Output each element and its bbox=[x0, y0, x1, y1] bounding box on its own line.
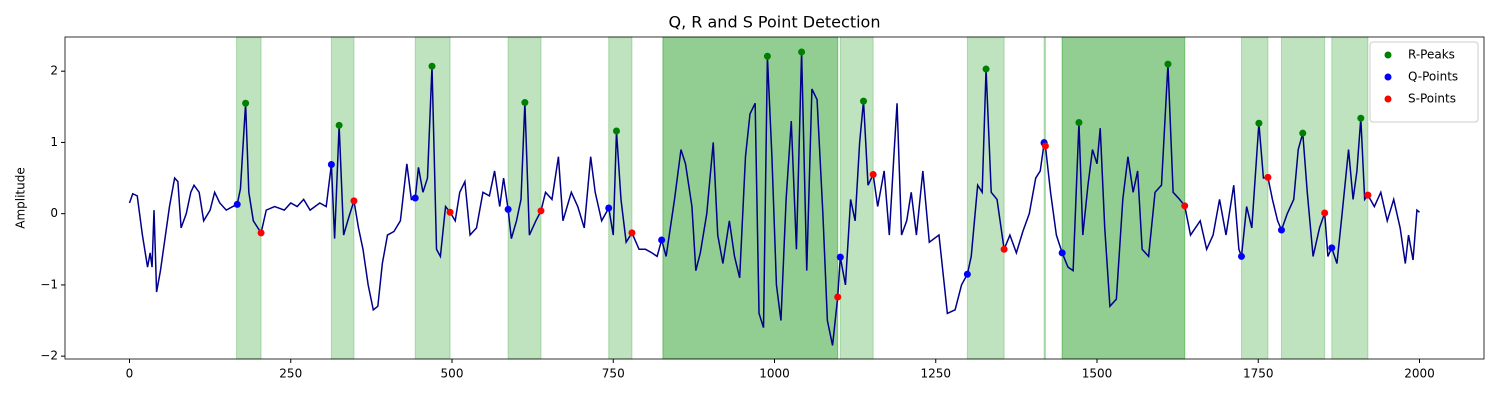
point bbox=[1181, 202, 1189, 210]
point bbox=[1075, 118, 1083, 126]
x-tick-label: 500 bbox=[441, 367, 464, 381]
highlight-span bbox=[1331, 36, 1369, 360]
legend-label: Q-Points bbox=[1408, 70, 1458, 84]
highlight-span bbox=[507, 36, 542, 360]
legend-box bbox=[1369, 41, 1479, 123]
point bbox=[446, 208, 454, 216]
point bbox=[257, 229, 265, 237]
point bbox=[1164, 60, 1172, 68]
point bbox=[537, 207, 545, 215]
point bbox=[1321, 209, 1329, 217]
x-tick-label: 250 bbox=[279, 367, 302, 381]
legend-marker bbox=[1384, 73, 1392, 81]
point bbox=[504, 205, 512, 213]
highlight-span bbox=[236, 36, 262, 360]
highlight-span bbox=[662, 36, 839, 360]
legend-marker bbox=[1384, 51, 1392, 59]
point bbox=[1328, 244, 1336, 252]
point bbox=[836, 253, 844, 261]
point bbox=[1264, 173, 1272, 181]
highlight-span bbox=[1280, 36, 1326, 360]
point bbox=[612, 127, 620, 135]
point bbox=[327, 161, 335, 169]
legend-label: R-Peaks bbox=[1408, 48, 1455, 62]
point bbox=[628, 229, 636, 237]
point bbox=[763, 52, 771, 60]
point bbox=[1277, 226, 1285, 234]
point bbox=[1299, 129, 1307, 137]
legend-marker bbox=[1384, 95, 1392, 103]
point bbox=[834, 293, 842, 301]
point bbox=[982, 65, 990, 73]
point bbox=[869, 170, 877, 178]
x-tick-label: 1250 bbox=[920, 367, 951, 381]
point bbox=[1000, 245, 1008, 253]
highlight-span bbox=[1043, 36, 1046, 360]
y-tick-label: 1 bbox=[50, 135, 58, 149]
x-tick-label: 1750 bbox=[1243, 367, 1274, 381]
x-tick-label: 750 bbox=[602, 367, 625, 381]
point bbox=[1255, 119, 1263, 127]
chart-title: Q, R and S Point Detection bbox=[669, 13, 881, 32]
x-tick-label: 2000 bbox=[1404, 367, 1435, 381]
point bbox=[1357, 114, 1365, 122]
legend-label: S-Points bbox=[1408, 92, 1456, 106]
x-tick-label: 0 bbox=[126, 367, 134, 381]
y-tick-label: 0 bbox=[50, 206, 58, 220]
point bbox=[233, 200, 241, 208]
point bbox=[798, 48, 806, 56]
point bbox=[860, 97, 868, 105]
x-tick-label: 1500 bbox=[1082, 367, 1113, 381]
point bbox=[335, 121, 343, 129]
point bbox=[1237, 252, 1245, 260]
point bbox=[411, 194, 419, 202]
plot-area bbox=[128, 36, 1420, 360]
point bbox=[521, 99, 529, 107]
y-tick-label: −2 bbox=[40, 349, 58, 363]
point bbox=[1041, 142, 1049, 150]
point bbox=[1058, 249, 1066, 257]
point bbox=[1364, 191, 1372, 199]
point bbox=[605, 204, 613, 212]
y-tick-label: 2 bbox=[50, 64, 58, 78]
point bbox=[242, 99, 250, 107]
point bbox=[658, 236, 666, 244]
point bbox=[963, 270, 971, 278]
y-tick-label: −1 bbox=[40, 277, 58, 291]
point bbox=[428, 62, 436, 70]
y-axis-label: Amplitude bbox=[14, 167, 28, 229]
highlight-span bbox=[1240, 36, 1269, 360]
point bbox=[350, 197, 358, 205]
x-tick-label: 1000 bbox=[759, 367, 790, 381]
